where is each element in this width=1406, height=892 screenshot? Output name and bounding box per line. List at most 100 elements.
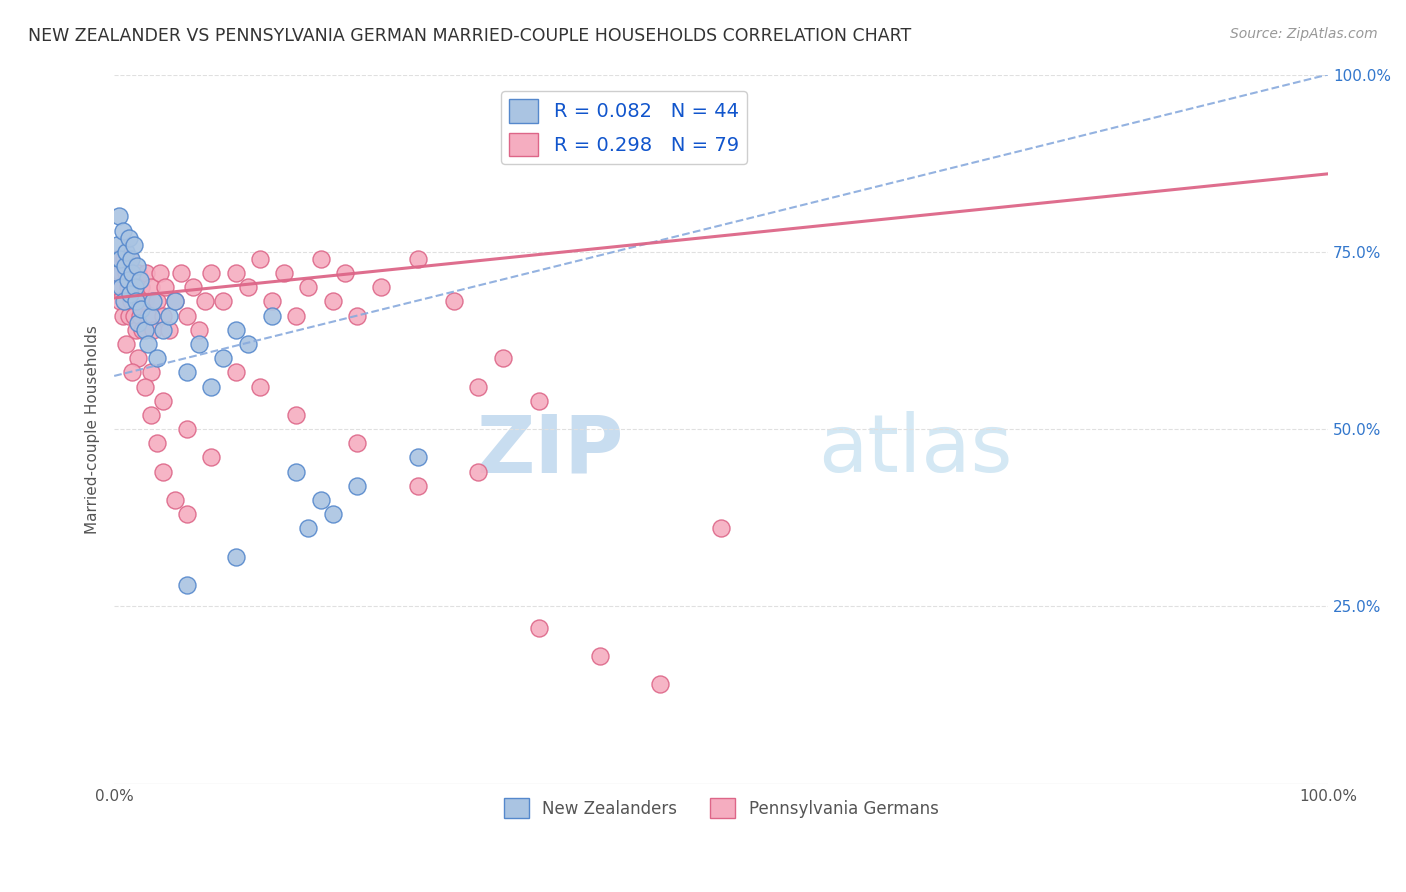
Point (194, 294, 217, 309)
Point (111, 223, 134, 237)
Text: atlas: atlas (818, 411, 1012, 490)
Point (225, 365, 247, 379)
Point (121, 266, 143, 280)
Point (176, 309, 198, 323)
Point (120, 294, 142, 309)
Point (322, 294, 344, 309)
Point (118, 287, 141, 301)
Point (118, 230, 141, 244)
Point (157, 323, 180, 337)
Point (225, 266, 247, 280)
Point (153, 280, 176, 294)
Point (152, 309, 174, 323)
Point (108, 210, 131, 224)
Point (142, 294, 165, 309)
Point (176, 507, 198, 521)
Point (120, 252, 142, 266)
Point (115, 244, 138, 259)
Point (149, 266, 172, 280)
Point (346, 309, 368, 323)
Point (200, 379, 222, 393)
Point (129, 301, 152, 316)
Point (236, 337, 259, 351)
Point (110, 294, 132, 309)
Point (105, 237, 128, 252)
Point (260, 309, 283, 323)
Point (145, 294, 167, 309)
Point (188, 323, 211, 337)
Point (107, 266, 129, 280)
Point (249, 252, 271, 266)
Point (108, 280, 131, 294)
Point (260, 294, 283, 309)
Point (170, 266, 193, 280)
Point (118, 252, 141, 266)
Point (527, 621, 550, 635)
Point (650, 677, 672, 691)
Point (122, 237, 145, 252)
Point (145, 351, 167, 366)
Point (124, 280, 146, 294)
Point (285, 408, 308, 422)
Point (152, 323, 174, 337)
Point (112, 252, 135, 266)
Point (163, 493, 186, 508)
Point (127, 259, 149, 273)
Point (309, 493, 332, 508)
Point (309, 252, 332, 266)
Point (134, 323, 156, 337)
Point (111, 309, 134, 323)
Point (225, 549, 247, 564)
Text: Source: ZipAtlas.com: Source: ZipAtlas.com (1230, 27, 1378, 41)
Point (125, 323, 148, 337)
Point (152, 393, 174, 408)
Point (346, 479, 368, 493)
Point (121, 365, 143, 379)
Point (710, 521, 733, 535)
Point (125, 294, 148, 309)
Point (139, 309, 162, 323)
Point (129, 280, 152, 294)
Point (117, 280, 139, 294)
Point (134, 379, 156, 393)
Point (115, 337, 138, 351)
Point (212, 294, 235, 309)
Point (139, 365, 162, 379)
Point (142, 323, 165, 337)
Point (131, 323, 153, 337)
Point (152, 465, 174, 479)
Point (346, 436, 368, 450)
Y-axis label: Married-couple Households: Married-couple Households (86, 325, 100, 533)
Point (157, 309, 180, 323)
Point (225, 323, 247, 337)
Point (322, 507, 344, 521)
Point (297, 280, 319, 294)
Point (492, 351, 515, 366)
Point (118, 309, 141, 323)
Point (136, 309, 159, 323)
Point (105, 252, 128, 266)
Point (297, 521, 319, 535)
Point (176, 365, 198, 379)
Point (236, 280, 259, 294)
Point (136, 337, 159, 351)
Point (200, 450, 222, 465)
Point (200, 266, 222, 280)
Point (117, 273, 139, 287)
Point (163, 294, 186, 309)
Point (127, 316, 149, 330)
Point (114, 294, 136, 309)
Text: NEW ZEALANDER VS PENNSYLVANIA GERMAN MARRIED-COUPLE HOUSEHOLDS CORRELATION CHART: NEW ZEALANDER VS PENNSYLVANIA GERMAN MAR… (28, 27, 911, 45)
Point (114, 259, 136, 273)
Point (122, 309, 145, 323)
Point (115, 266, 138, 280)
Point (333, 266, 356, 280)
Point (110, 252, 132, 266)
Point (212, 351, 235, 366)
Point (285, 309, 308, 323)
Point (467, 465, 489, 479)
Text: ZIP: ZIP (477, 411, 624, 490)
Point (127, 294, 149, 309)
Point (406, 450, 429, 465)
Point (112, 294, 135, 309)
